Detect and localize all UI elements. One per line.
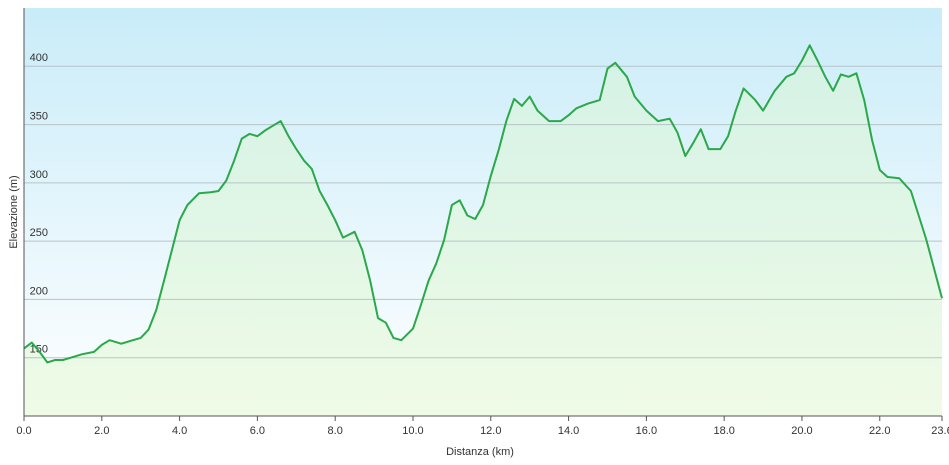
y-tick-label: 250 bbox=[30, 227, 48, 239]
x-tick-label: 23.6 bbox=[931, 425, 949, 437]
x-tick-label: 8.0 bbox=[328, 425, 343, 437]
x-tick-label: 6.0 bbox=[250, 425, 265, 437]
x-tick-label: 20.0 bbox=[791, 425, 812, 437]
x-tick-label: 22.0 bbox=[869, 425, 890, 437]
x-tick-label: 10.0 bbox=[402, 425, 423, 437]
y-tick-label: 300 bbox=[30, 169, 48, 181]
area-fill bbox=[24, 45, 942, 417]
y-tick-label: 200 bbox=[30, 285, 48, 297]
y-axis-title: Elevazione (m) bbox=[8, 175, 20, 248]
y-tick-label: 400 bbox=[30, 52, 48, 64]
x-tick-label: 0.0 bbox=[16, 425, 31, 437]
x-tick-label: 14.0 bbox=[558, 425, 579, 437]
x-tick-label: 12.0 bbox=[480, 425, 501, 437]
elevation-line bbox=[23, 44, 943, 364]
x-tick-label: 4.0 bbox=[172, 425, 187, 437]
x-tick-label: 16.0 bbox=[636, 425, 657, 437]
y-tick-label: 350 bbox=[30, 110, 48, 122]
x-axis-title: Distanza (km) bbox=[446, 446, 514, 458]
x-tick-label: 2.0 bbox=[94, 425, 109, 437]
x-tick-label: 18.0 bbox=[713, 425, 734, 437]
